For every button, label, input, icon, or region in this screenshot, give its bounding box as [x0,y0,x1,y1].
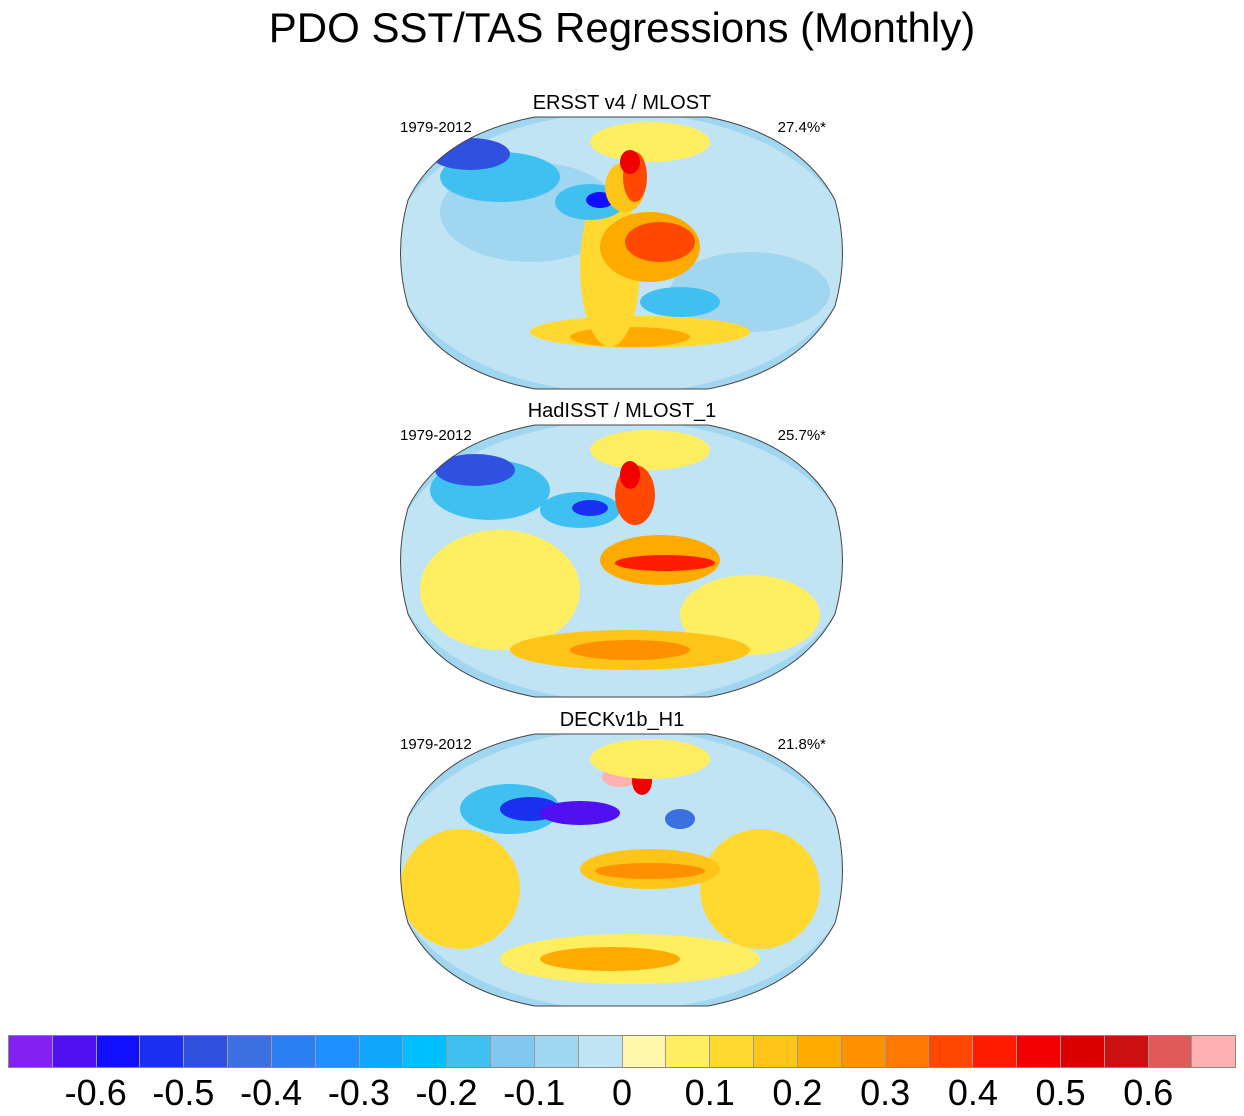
colorbar-box [666,1036,711,1067]
anomaly-region [420,530,580,650]
panel-period: 1979-2012 [400,119,472,136]
map-outline [400,733,843,1007]
figure-title: PDO SST/TAS Regressions (Monthly) [268,4,976,51]
colorbar-box [797,1036,842,1067]
colorbar-box [315,1036,360,1067]
anomaly-region [620,461,640,489]
panel-variance-percent: 27.4%* [777,119,826,136]
colorbar-tick-label: 0 [611,1072,633,1113]
panel-variance-percent: 25.7%* [777,427,826,444]
colorbar-box [184,1036,229,1067]
colorbar-box [1104,1036,1149,1067]
colorbar-box [622,1036,667,1067]
colorbar-tick-label: 0.6 [1123,1072,1174,1113]
colorbar-tick-label: 0.3 [860,1072,911,1113]
colorbar-box [447,1036,492,1067]
anomaly-region [590,122,710,162]
colorbar-box [1192,1036,1236,1067]
map-outline [400,424,843,698]
colorbar-box [52,1036,97,1067]
anomaly-region [572,500,608,516]
colorbar-tick-label: -0.6 [64,1072,127,1113]
colorbar-box [578,1036,623,1067]
panel-variance-percent: 21.8%* [777,736,826,753]
panel-title: ERSST v4 / MLOST [532,92,712,114]
colorbar-tick-label: -0.4 [240,1072,303,1113]
colorbar-box [271,1036,316,1067]
panel-title: DECKv1b_H1 [559,709,685,731]
anomaly-region [540,947,680,971]
panel-period: 1979-2012 [400,427,472,444]
anomaly-region [590,739,710,779]
anomaly-region [430,138,510,170]
colorbar-box [754,1036,798,1067]
anomaly-region [620,150,640,174]
map-panel-hadisst: HadISST / MLOST_1 1979-2012 25.7%* [380,400,864,700]
colorbar-tick-label: 0.5 [1035,1072,1086,1113]
colorbar-box [491,1036,535,1067]
regression-map [400,424,843,698]
anomaly-region [590,430,710,470]
colorbar-box [403,1036,448,1067]
anomaly-region [700,829,820,949]
regression-map [400,733,843,1007]
colorbar-tick-label: -0.5 [152,1072,215,1113]
anomaly-region [570,640,690,660]
colorbar-box [534,1036,579,1067]
colorbar-tick-label: -0.1 [503,1072,566,1113]
colorbar-box [710,1036,755,1067]
regression-map [400,116,843,390]
anomaly-region [540,801,620,825]
panel-title: HadISST / MLOST_1 [527,400,717,422]
map-panel-ersst: ERSST v4 / MLOST 1979-2012 27.4%* [380,92,864,392]
anomaly-region [680,575,820,655]
anomaly-region [400,829,520,949]
colorbar-box [973,1036,1018,1067]
colorbar-box [1017,1036,1061,1067]
colorbar-box [1060,1036,1105,1067]
colorbar-box [96,1036,141,1067]
colorbar-box [885,1036,930,1067]
colorbar-tick-label: 0.4 [947,1072,998,1113]
colorbar-tick-label: -0.2 [415,1072,478,1113]
colorbar-box [228,1036,272,1067]
panel-period: 1979-2012 [400,736,472,753]
colorbar [8,1035,1236,1068]
anomaly-region [665,809,695,829]
colorbar-tick-label: 0.2 [772,1072,823,1113]
colorbar-tick-label: -0.3 [327,1072,390,1113]
map-panel-deck: DECKv1b_H1 1979-2012 21.8%* [380,709,864,1009]
colorbar-box [359,1036,404,1067]
anomaly-region [595,863,705,879]
colorbar-box [140,1036,185,1067]
colorbar-box [841,1036,886,1067]
colorbar-box [1148,1036,1193,1067]
anomaly-region [615,555,715,571]
anomaly-region [435,454,515,486]
anomaly-region [570,327,690,347]
anomaly-region [625,222,695,262]
colorbar-box [929,1036,974,1067]
colorbar-tick-label: 0.1 [684,1072,735,1113]
map-outline [400,116,843,390]
colorbar-box [9,1036,53,1067]
anomaly-region [640,287,720,317]
anomaly-region [670,252,830,332]
